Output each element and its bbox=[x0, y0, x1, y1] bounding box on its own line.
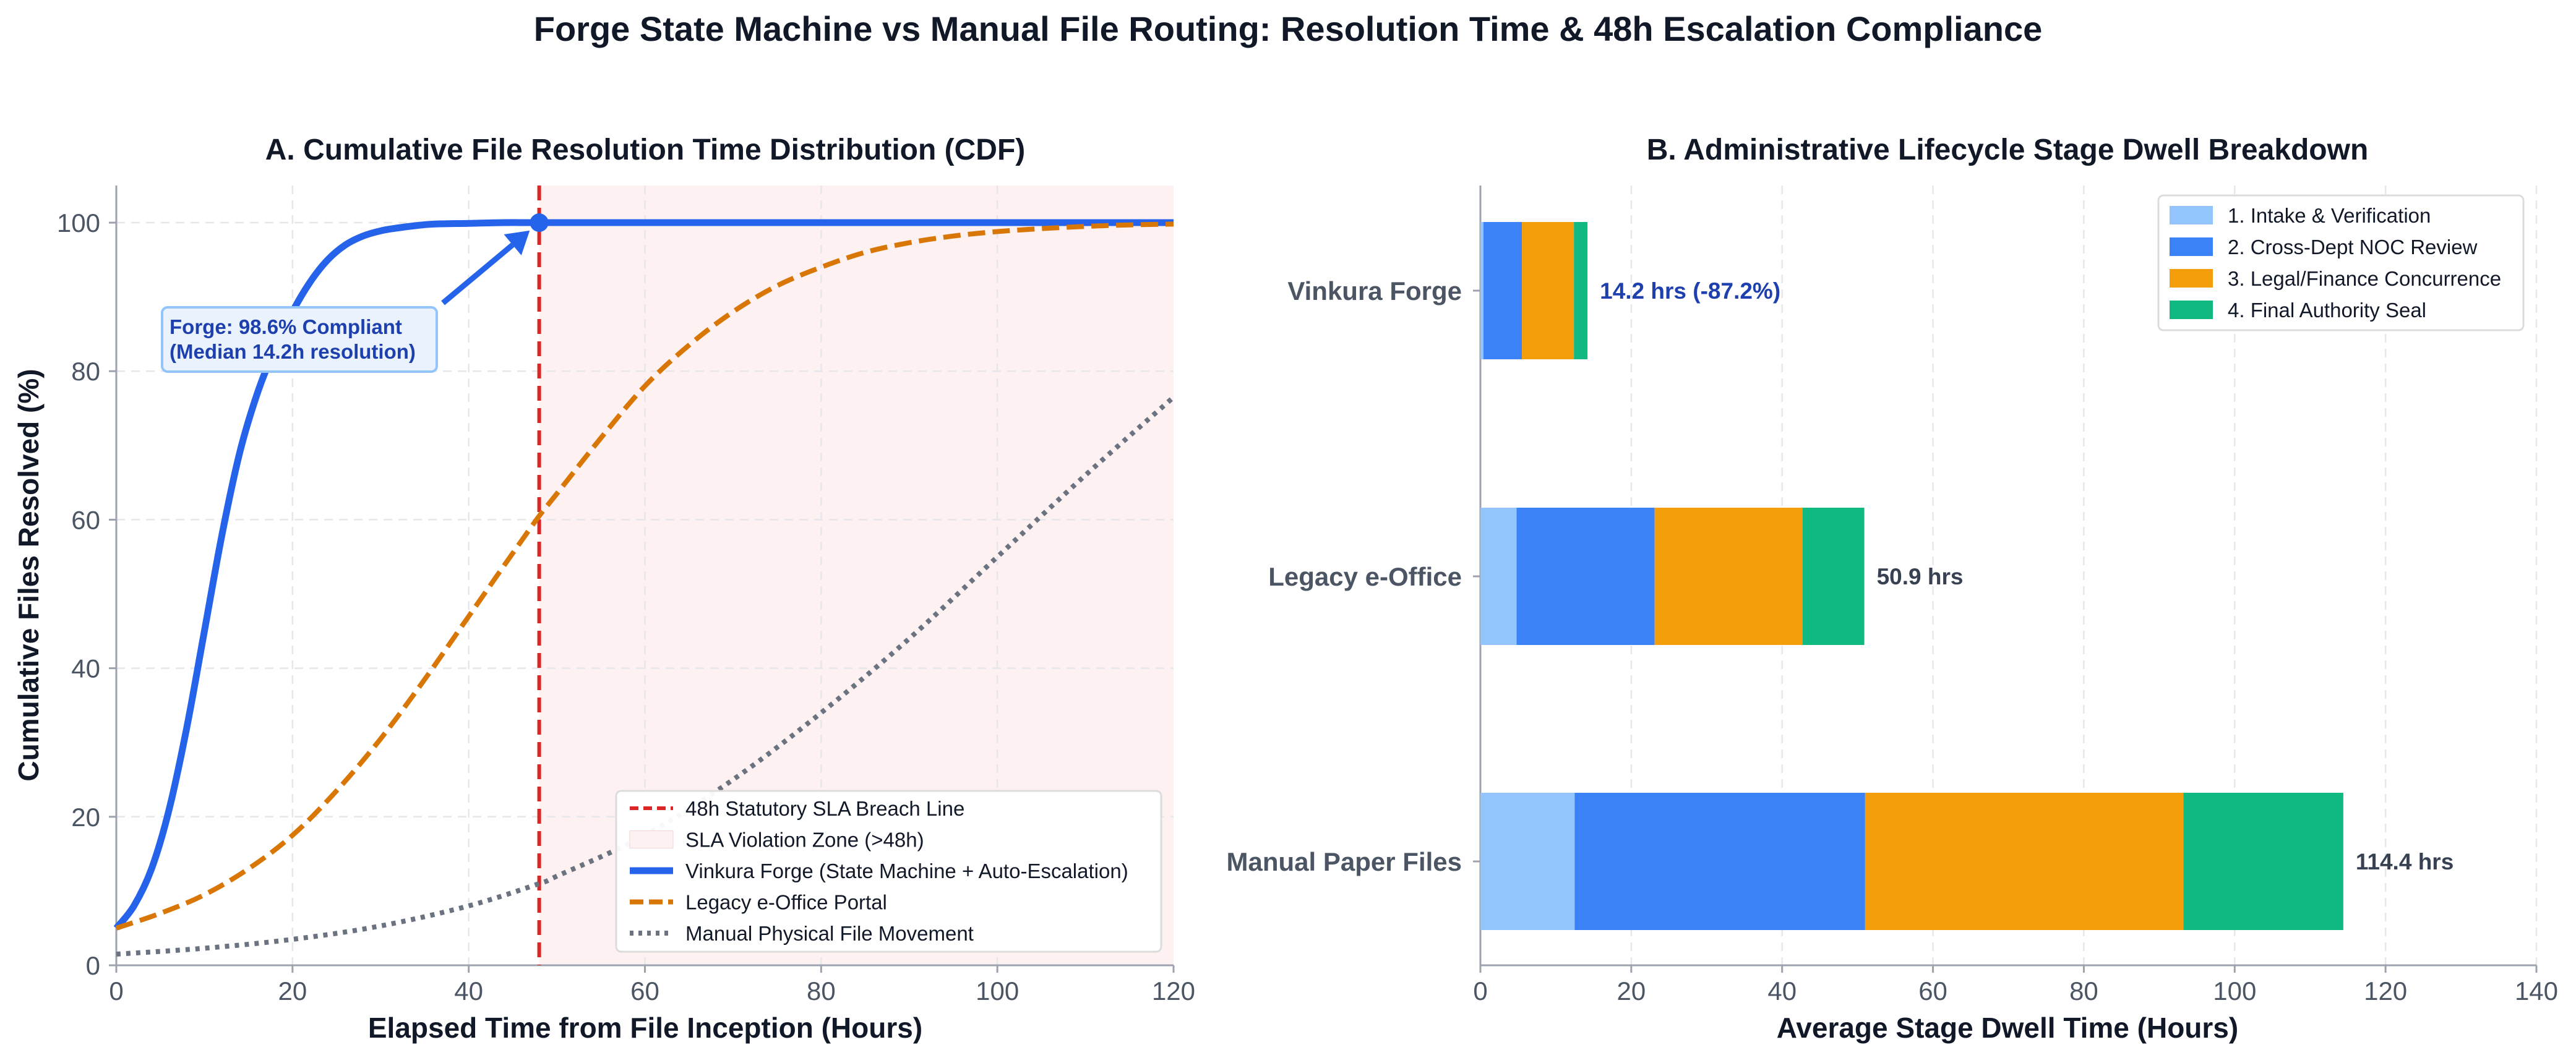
panel-a-xtick-label: 60 bbox=[630, 976, 659, 1005]
legend-stage-label: 3. Legal/Finance Concurrence bbox=[2228, 267, 2501, 290]
stage-bar-segment bbox=[2183, 793, 2343, 930]
panel-b-tick-labels: 0 20 40 60 80 100 120 140 Vinkura Forge Legacy e-… bbox=[1227, 276, 2559, 1005]
legend-stage-label: 4. Final Authority Seal bbox=[2228, 299, 2426, 322]
figure-title: Forge State Machine vs Manual File Routi… bbox=[534, 9, 2043, 48]
panel-a-ytick-label: 0 bbox=[86, 951, 100, 980]
panel-a-xlabel: Elapsed Time from File Inception (Hours) bbox=[368, 1012, 922, 1044]
legend-sla-zone-swatch bbox=[629, 830, 674, 848]
panel-a-legend-box bbox=[615, 790, 1162, 953]
panel-b-xtick-label: 100 bbox=[2213, 976, 2256, 1005]
annotation-text-line: Forge: 98.6% Compliant bbox=[170, 315, 402, 338]
forge-sla-marker bbox=[530, 213, 549, 233]
panel-a-ytick-label: 60 bbox=[71, 505, 100, 534]
bar-total-label: 50.9 hrs bbox=[1877, 564, 1964, 589]
legend-sla-zone-label: SLA Violation Zone (>48h) bbox=[685, 829, 924, 852]
panel-a-tick-labels: 0 20 40 60 80 100 120 0 20 40 60 80 100 bbox=[57, 208, 1195, 1005]
panel-a-xtick-label: 20 bbox=[278, 976, 307, 1005]
panel-b-xtick-label: 60 bbox=[1918, 976, 1947, 1005]
legend-manual-label: Manual Physical File Movement bbox=[685, 922, 974, 945]
panel-a-xtick-label: 0 bbox=[109, 976, 123, 1005]
panel-a-title: A. Cumulative File Resolution Time Distr… bbox=[265, 134, 1026, 166]
annotation-box bbox=[161, 306, 438, 373]
panel-b-stage-dwell-chart: B. Administrative Lifecycle Stage Dwell … bbox=[1227, 134, 2559, 1044]
stage-bar-segment bbox=[1480, 508, 1517, 645]
panel-a-cdf-chart: A. Cumulative File Resolution Time Distr… bbox=[12, 134, 1195, 1044]
panel-b-xtick-label: 120 bbox=[2364, 976, 2407, 1005]
bar-total-label: 114.4 hrs bbox=[2356, 849, 2454, 874]
legend-stage-label: 2. Cross-Dept NOC Review bbox=[2228, 236, 2478, 258]
panel-a-ytick-label: 80 bbox=[71, 357, 100, 386]
panel-b-category-label: Legacy e-Office bbox=[1268, 562, 1462, 591]
stage-bar-segment bbox=[1574, 222, 1588, 359]
annotation-arrow-shaft bbox=[441, 242, 515, 305]
stage-bar-segment bbox=[1654, 508, 1803, 645]
legend-stage-swatch bbox=[2170, 269, 2213, 288]
panel-b-title: B. Administrative Lifecycle Stage Dwell … bbox=[1647, 134, 2369, 166]
panel-b-xtick-label: 40 bbox=[1767, 976, 1797, 1005]
panel-b-stacked-bars: 14.2 hrs (-87.2%) 50.9 hrs 114.4 hrs bbox=[1480, 222, 2454, 930]
legacy-cdf-line bbox=[115, 221, 1174, 931]
panel-a-xtick-label: 100 bbox=[976, 976, 1019, 1005]
stage-bar-segment bbox=[1802, 508, 1865, 645]
panel-a-ytick-label: 100 bbox=[57, 208, 100, 237]
forge-compliance-annotation: Forge: 98.6% Compliant(Median 14.2h reso… bbox=[161, 213, 549, 373]
stage-bar-segment bbox=[1480, 222, 1483, 359]
panel-a-ylabel: Cumulative Files Resolved (%) bbox=[12, 369, 45, 781]
legend-stage-swatch bbox=[2170, 206, 2213, 224]
bar-total-label: 14.2 hrs (-87.2%) bbox=[1600, 278, 1780, 304]
legend-stage-label: 1. Intake & Verification bbox=[2228, 204, 2431, 227]
legend-stage-swatch bbox=[2170, 237, 2213, 256]
panel-b-legend-box bbox=[2157, 194, 2525, 331]
annotation-text-line: (Median 14.2h resolution) bbox=[170, 340, 416, 363]
legend-stage-swatch bbox=[2170, 301, 2213, 319]
stage-bar-segment bbox=[1483, 222, 1522, 359]
legend-legacy-label: Legacy e-Office Portal bbox=[685, 891, 887, 914]
panel-b-xlabel: Average Stage Dwell Time (Hours) bbox=[1777, 1012, 2238, 1044]
panel-b-xtick-label: 80 bbox=[2069, 976, 2098, 1005]
panel-a-xtick-label: 120 bbox=[1152, 976, 1195, 1005]
stage-bar-segment bbox=[1865, 793, 2184, 930]
annotation-arrow-head bbox=[504, 230, 530, 255]
legend-sla-line-label: 48h Statutory SLA Breach Line bbox=[685, 797, 964, 820]
manual-cdf-line bbox=[116, 395, 1175, 957]
panel-b-xtick-label: 0 bbox=[1473, 976, 1487, 1005]
panel-a-xtick-label: 40 bbox=[454, 976, 483, 1005]
forge-cdf-line bbox=[113, 219, 1174, 931]
panel-b-category-label: Manual Paper Files bbox=[1227, 847, 1462, 876]
panel-a-ytick-label: 20 bbox=[71, 803, 100, 832]
panel-a-legend: 48h Statutory SLA Breach Line SLA Violati… bbox=[615, 790, 1162, 953]
panel-b-category-label: Vinkura Forge bbox=[1287, 276, 1462, 305]
legend-forge-label: Vinkura Forge (State Machine + Auto-Esca… bbox=[685, 860, 1128, 882]
panel-a-xtick-label: 80 bbox=[807, 976, 836, 1005]
stage-bar-segment bbox=[1522, 222, 1574, 359]
panel-a-ytick-label: 40 bbox=[71, 654, 100, 683]
stage-bar-segment bbox=[1516, 508, 1655, 645]
stage-bar-segment bbox=[1574, 793, 1865, 930]
panel-a-series bbox=[113, 219, 1175, 957]
panel-b-legend: 1. Intake & Verification 2. Cross-Dept NO… bbox=[2157, 194, 2525, 331]
stage-bar-segment bbox=[1480, 793, 1575, 930]
panel-b-xtick-label: 140 bbox=[2515, 976, 2558, 1005]
panel-b-xtick-label: 20 bbox=[1616, 976, 1646, 1005]
